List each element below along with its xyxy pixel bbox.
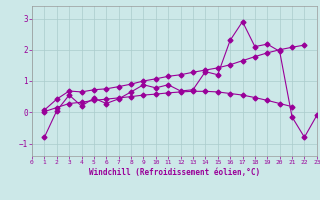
X-axis label: Windchill (Refroidissement éolien,°C): Windchill (Refroidissement éolien,°C) xyxy=(89,168,260,177)
